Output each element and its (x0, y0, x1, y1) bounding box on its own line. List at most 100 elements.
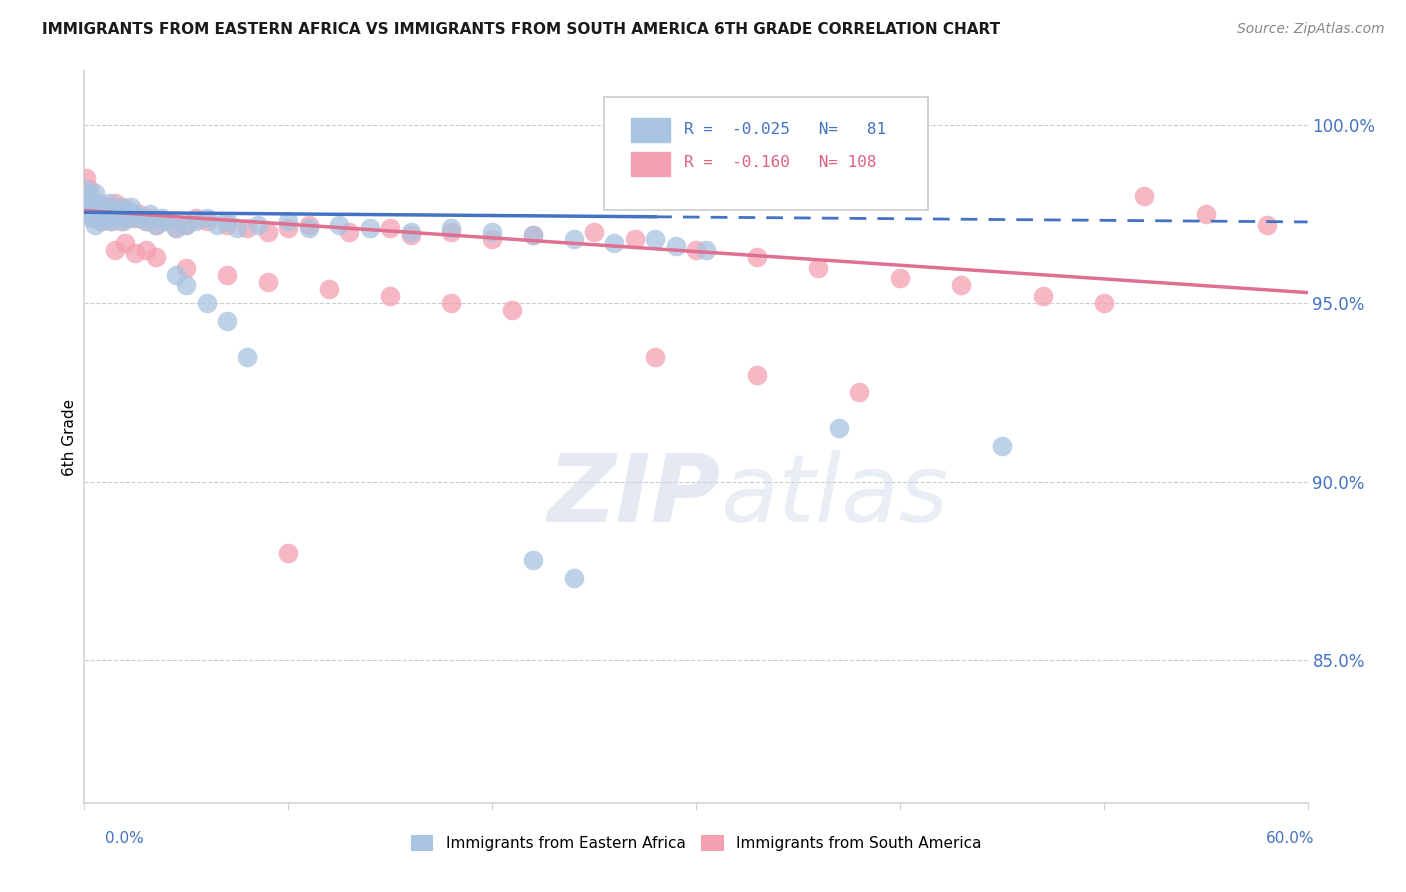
Point (128, 211, 150, 225)
Point (76, 196, 98, 211)
Point (359, 221, 381, 235)
Point (481, 232, 503, 246)
Point (339, 225, 361, 239)
Point (328, 218, 350, 232)
Point (522, 228, 544, 243)
Text: R =  -0.025   N=   81: R = -0.025 N= 81 (683, 121, 886, 136)
Point (217, 314, 239, 328)
Point (82, 196, 104, 211)
Point (277, 546, 299, 560)
Point (440, 225, 463, 239)
Point (104, 243, 127, 257)
Point (848, 385, 870, 400)
Legend: Immigrants from Eastern Africa, Immigrants from South America: Immigrants from Eastern Africa, Immigran… (405, 830, 987, 857)
Point (603, 235, 626, 250)
Point (165, 268, 187, 282)
Point (217, 214, 239, 228)
Point (502, 303, 524, 318)
Point (76, 189, 98, 203)
Point (135, 214, 157, 228)
Point (86, 207, 108, 221)
Point (80, 193, 103, 207)
Point (87, 203, 110, 218)
Point (195, 296, 218, 310)
Point (257, 225, 280, 239)
Point (236, 221, 259, 235)
Point (97, 200, 120, 214)
Point (522, 228, 544, 243)
Point (79, 203, 101, 218)
Point (298, 218, 321, 232)
Point (108, 207, 131, 221)
Point (174, 260, 197, 275)
Text: atlas: atlas (720, 450, 949, 541)
Point (318, 282, 340, 296)
Point (174, 218, 197, 232)
Point (83, 211, 105, 225)
Point (97, 196, 120, 211)
Point (112, 200, 135, 214)
Point (583, 225, 606, 239)
Point (124, 207, 146, 221)
Point (118, 203, 141, 218)
Point (108, 203, 131, 218)
Point (481, 225, 503, 239)
Point (747, 250, 769, 264)
Point (75, 171, 97, 186)
Point (128, 207, 150, 221)
Point (83, 218, 105, 232)
Point (104, 196, 127, 211)
Point (90, 214, 112, 228)
Point (114, 207, 136, 221)
Point (174, 278, 197, 293)
Point (695, 243, 717, 257)
Point (93, 203, 115, 218)
Point (91, 200, 114, 214)
Point (79, 189, 101, 203)
Point (155, 214, 177, 228)
Point (1133, 189, 1156, 203)
Text: 0.0%: 0.0% (105, 831, 145, 847)
Point (380, 289, 402, 303)
Point (135, 243, 157, 257)
Y-axis label: 6th Grade: 6th Grade (62, 399, 77, 475)
Point (105, 211, 128, 225)
Point (145, 250, 167, 264)
Point (91, 207, 114, 221)
Point (77, 207, 100, 221)
Point (562, 571, 585, 585)
Point (77, 196, 100, 211)
Point (138, 207, 160, 221)
Point (257, 275, 280, 289)
Point (79, 203, 101, 218)
Point (120, 200, 142, 214)
Point (155, 214, 177, 228)
Point (399, 228, 422, 243)
Point (685, 243, 707, 257)
Point (101, 207, 124, 221)
Point (186, 211, 208, 225)
Point (889, 271, 911, 285)
Point (112, 214, 135, 228)
Text: R =  -0.160   N= 108: R = -0.160 N= 108 (683, 155, 876, 170)
Point (80, 211, 103, 225)
Point (195, 214, 218, 228)
Point (82, 207, 104, 221)
Bar (631, 118, 671, 143)
Point (665, 239, 688, 253)
Point (644, 350, 666, 364)
Point (87, 196, 110, 211)
Text: 60.0%: 60.0% (1267, 831, 1315, 847)
Point (217, 268, 239, 282)
Point (86, 203, 108, 218)
Point (124, 211, 146, 225)
Point (150, 211, 173, 225)
Point (100, 214, 122, 228)
Point (124, 246, 146, 260)
Point (96, 203, 118, 218)
Point (115, 211, 138, 225)
Point (807, 260, 830, 275)
Point (217, 218, 239, 232)
Point (226, 221, 249, 235)
Point (115, 203, 138, 218)
